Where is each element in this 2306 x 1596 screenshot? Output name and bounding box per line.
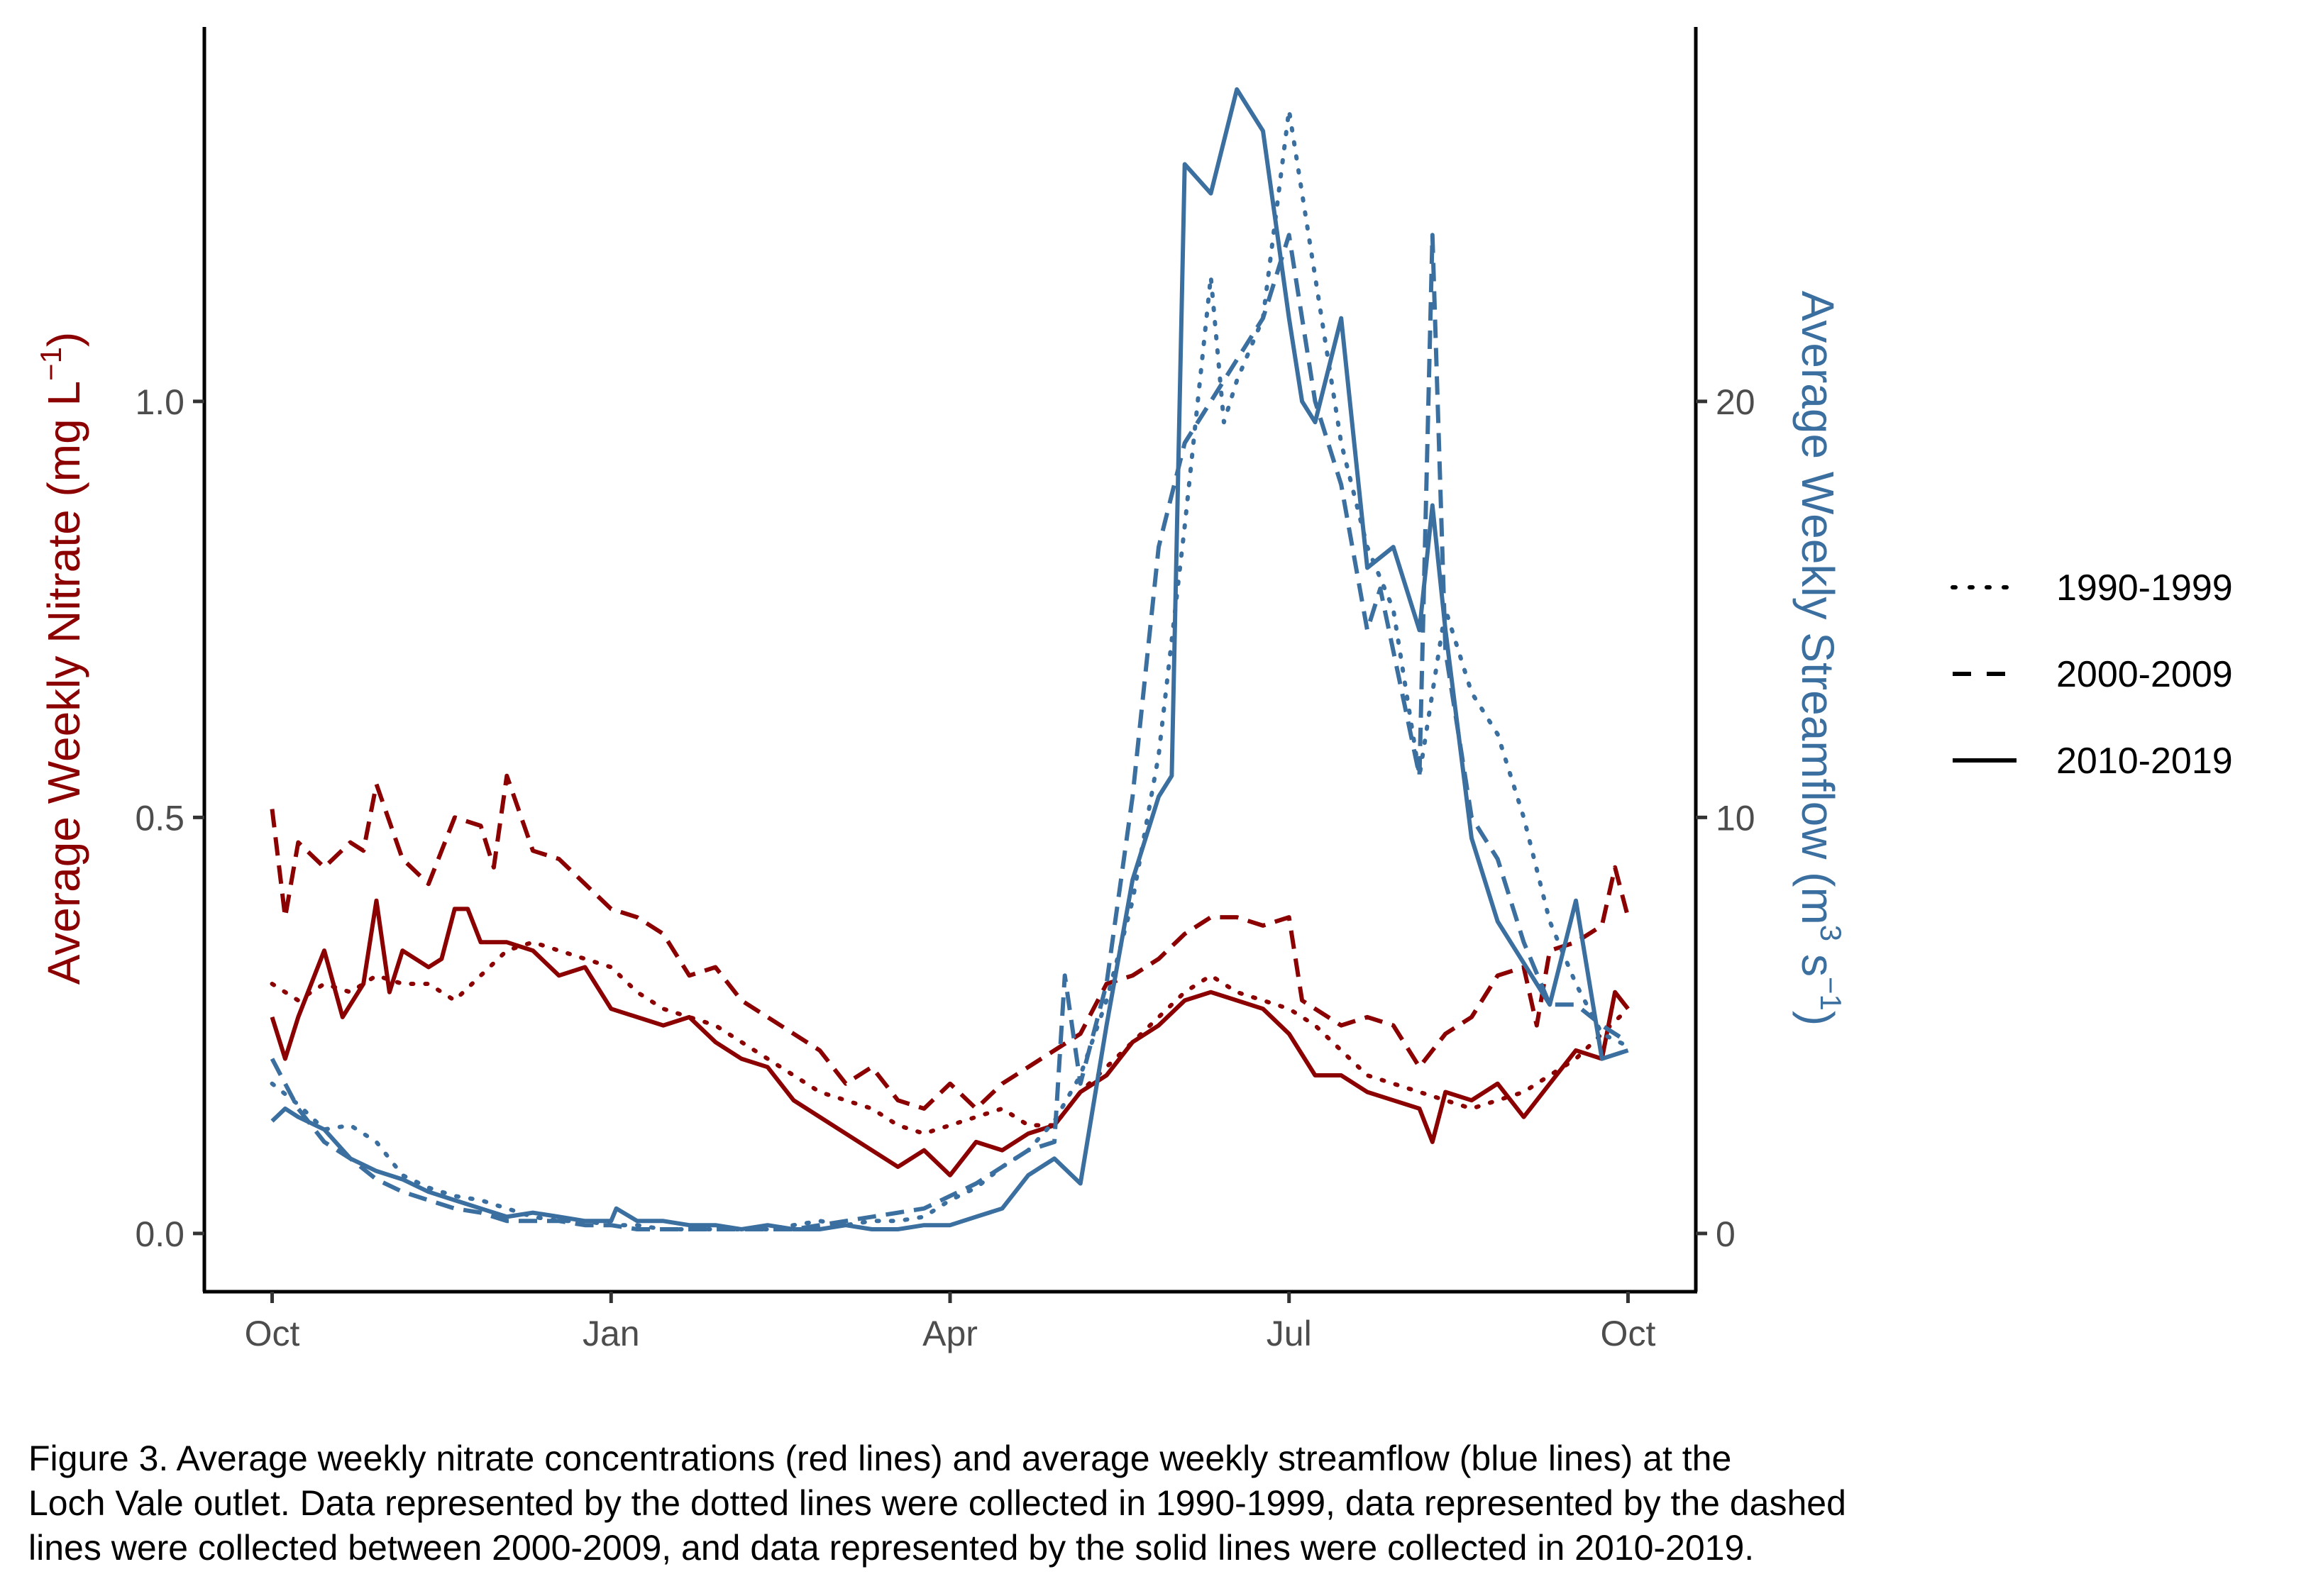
axes (202, 27, 1698, 1294)
x-tick-label: Oct (1601, 1314, 1656, 1353)
figure-caption: Figure 3. Average weekly nitrate concent… (28, 1436, 2285, 1570)
right-y-axis-title: Average Weekly Streamflow (m3 s−1) (1792, 291, 1848, 1026)
nitrate-line-2000-2009 (270, 773, 1631, 1111)
legend-label-1990-1999: 1990-1999 (2056, 567, 2233, 609)
left-y-ticks: 0.0 0.5 1.0 (135, 382, 204, 1254)
right-y-ticks: 0 10 20 (1696, 382, 1755, 1254)
plot-lines (270, 87, 1631, 1231)
x-tick-label: Apr (922, 1314, 978, 1353)
x-tick-label: Jul (1267, 1314, 1312, 1353)
nitrate-streamflow-chart: Oct Jan Apr Jul Oct 0.0 0.5 1.0 0 10 20 Average … (34, 27, 2233, 1353)
caption-line-3: lines were collected between 2000-2009, … (28, 1528, 1755, 1568)
legend-label-2000-2009: 2000-2009 (2056, 654, 2233, 695)
left-y-tick-label: 0.5 (135, 798, 184, 838)
right-y-tick-label: 20 (1716, 382, 1755, 422)
caption-line-1: Figure 3. Average weekly nitrate concent… (28, 1439, 1732, 1478)
nitrate-line-1990-1999 (270, 940, 1631, 1136)
left-y-tick-label: 1.0 (135, 382, 184, 422)
left-y-tick-label: 0.0 (135, 1214, 184, 1254)
right-y-tick-label: 10 (1716, 798, 1755, 838)
x-ticks: Oct Jan Apr Jul Oct (245, 1292, 1656, 1353)
x-tick-label: Oct (245, 1314, 300, 1353)
left-y-axis-title: Average Weekly Nitrate (mg L−1) (34, 332, 89, 985)
caption-line-2: Loch Vale outlet. Data represented by th… (28, 1483, 1846, 1523)
legend-label-2010-2019: 2010-2019 (2056, 741, 2233, 782)
x-tick-label: Jan (583, 1314, 640, 1353)
legend: 1990-1999 2000-2009 2010-2019 (1951, 567, 2233, 782)
streamflow-line-2010-2019 (270, 87, 1629, 1231)
streamflow-line-2000-2009 (270, 233, 1630, 1231)
nitrate-line-2010-2019 (270, 898, 1630, 1177)
right-y-tick-label: 0 (1716, 1214, 1736, 1254)
